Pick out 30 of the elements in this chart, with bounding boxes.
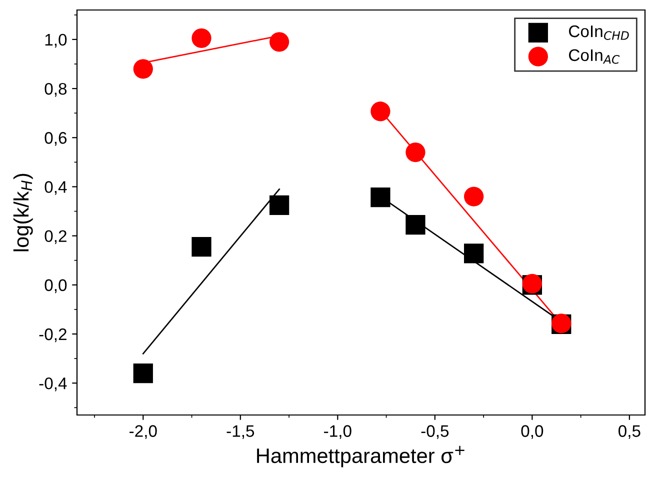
y-tick-label: 1,0 [45, 34, 67, 48]
x-tick-label: -1,0 [324, 425, 352, 439]
point [133, 59, 153, 79]
point [464, 186, 484, 206]
legend-label: CoIn$_{CHD}$ [569, 25, 629, 40]
point [406, 214, 426, 235]
x-tick-label: 0,0 [521, 425, 544, 439]
point [406, 142, 426, 162]
x-axis-title: Hammettparameter σ$^{+}$ [257, 446, 464, 468]
point [192, 28, 212, 48]
point [269, 195, 290, 215]
point [464, 244, 484, 264]
point [133, 363, 153, 384]
legend-label: CoIn$_{AC}$ [569, 49, 620, 64]
y-axis-title: log(k/k$_{H}$) [13, 174, 33, 252]
y-tick-label: -0,2 [39, 328, 66, 342]
y-tick-label: 0,8 [44, 82, 67, 97]
y-tick-label: 0,2 [44, 230, 66, 244]
point [370, 187, 390, 208]
point [269, 32, 290, 52]
x-tick-label: 0,5 [618, 425, 640, 439]
x-tick-label: -0,5 [421, 425, 449, 439]
y-tick-label: 0,6 [44, 132, 67, 146]
x-tick-label: -1,5 [226, 425, 254, 439]
y-tick-label: -0,4 [39, 377, 67, 392]
y-tick-label: 0,4 [44, 181, 67, 195]
x-tick-label: -2,0 [130, 425, 157, 439]
point [192, 237, 212, 257]
point [370, 102, 390, 122]
y-tick-label: 0,0 [44, 279, 67, 294]
